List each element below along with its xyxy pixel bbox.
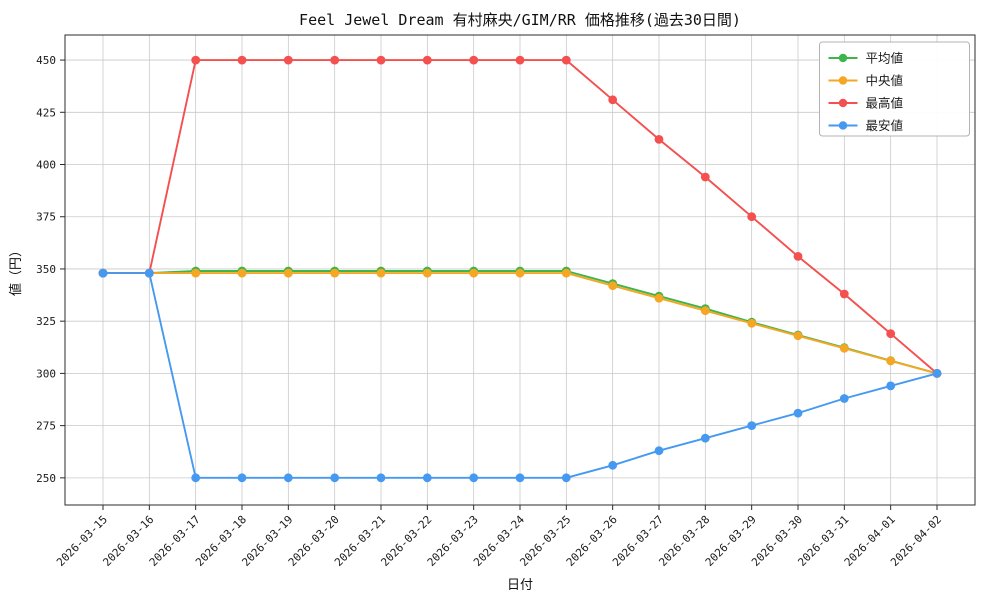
data-point-median [839,343,849,353]
data-point-min [608,460,618,470]
legend-item-min: 最安値 [828,118,904,133]
data-point-median [561,268,571,278]
legend-label-max: 最高値 [866,96,904,111]
data-point-min [932,369,942,378]
data-point-min [98,268,108,278]
data-point-min [144,268,154,278]
data-point-min [561,473,571,483]
data-point-min [283,473,293,483]
x-axis-label: 日付 [507,578,533,593]
data-point-min [700,433,710,443]
y-tick-label: 350 [36,263,56,276]
data-point-min [793,408,803,418]
data-point-min [747,421,757,430]
y-tick-label: 450 [36,54,56,67]
data-point-median [376,268,386,278]
data-point-max [422,55,432,65]
axis-ticks [60,59,938,510]
data-point-max [700,172,710,182]
axis-tick-labels: 2502753003253503754004254502026-03-15202… [36,54,944,569]
data-point-max [376,55,386,65]
legend-item-max: 最高値 [828,96,904,111]
data-point-max [654,135,664,144]
y-tick-label: 425 [36,106,56,119]
data-point-min [376,473,386,483]
y-tick-label: 275 [36,420,56,433]
data-point-min [422,473,432,483]
legend-item-median: 中央値 [828,73,904,88]
legend-box [819,41,970,137]
data-point-max [608,95,618,105]
legend-marker-median [838,76,848,85]
data-point-min [469,473,479,483]
legend-label-median: 中央値 [866,73,904,88]
data-point-median [283,268,293,278]
data-point-median [793,331,803,341]
legend-item-average: 平均値 [828,51,904,66]
data-point-median [747,318,757,328]
data-point-max [515,55,525,65]
data-point-median [515,268,525,278]
data-point-median [237,268,247,278]
y-tick-label: 400 [36,159,56,172]
y-tick-label: 325 [36,315,56,328]
y-axis-label: 値（円） [8,244,24,296]
data-point-max [747,212,757,222]
data-point-median [608,281,618,291]
series-min [98,268,942,483]
data-point-median [886,356,896,366]
chart-title: Feel Jewel Dream 有村麻央/GIM/RR 価格推移(過去30日間… [299,11,741,29]
data-point-median [422,268,432,278]
data-point-min [237,473,247,483]
data-point-median [469,268,479,278]
data-point-median [700,306,710,316]
data-point-min [839,394,849,403]
legend-marker-average [838,53,848,63]
data-point-min [191,473,201,483]
legend-marker-max [838,98,848,108]
data-point-max [191,55,201,65]
data-point-max [839,289,849,299]
data-point-min [886,381,896,391]
data-point-max [330,55,340,65]
series-median [98,268,942,378]
y-tick-label: 300 [36,367,56,380]
data-point-max [561,55,571,65]
data-point-max [283,55,293,65]
data-point-median [191,268,201,278]
data-point-min [515,473,525,483]
y-tick-label: 250 [36,472,56,485]
legend-marker-min [838,121,848,130]
data-point-median [654,293,664,303]
data-point-max [886,329,896,339]
data-point-min [654,446,664,456]
data-point-max [237,55,247,65]
data-point-max [469,55,479,65]
data-point-max [793,252,803,261]
data-point-median [330,268,340,278]
legend-label-average: 平均値 [866,51,904,66]
plot-area: 2502753003253503754004254502026-03-15202… [36,34,976,569]
y-tick-label: 375 [36,211,56,224]
legend-label-min: 最安値 [866,118,904,133]
data-point-min [330,473,340,483]
